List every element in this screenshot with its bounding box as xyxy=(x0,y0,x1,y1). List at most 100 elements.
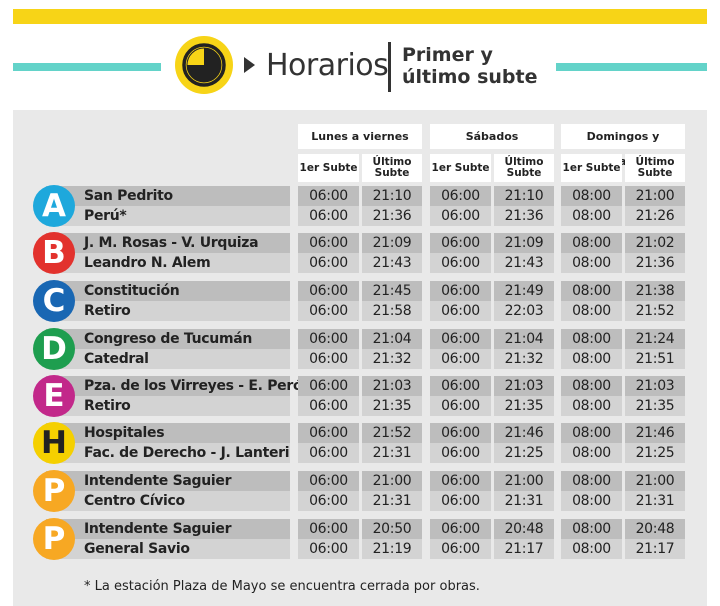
time-cell: 21:25 xyxy=(494,443,554,463)
station-origin: J. M. Rosas - V. Urquiza xyxy=(84,235,259,251)
time-cell: 21:36 xyxy=(362,206,422,226)
line-badge-p: P xyxy=(33,470,75,512)
time-cell: 21:17 xyxy=(625,539,685,559)
station-origin: Congreso de Tucumán xyxy=(84,331,253,347)
time-cell: 06:00 xyxy=(298,329,359,349)
station-origin: Intendente Saguier xyxy=(84,473,232,489)
time-cell: 06:00 xyxy=(430,349,491,369)
time-cell: 06:00 xyxy=(298,233,359,253)
station-strip xyxy=(46,206,290,226)
line-badge-b: B xyxy=(33,232,75,274)
station-origin: San Pedrito xyxy=(84,188,173,204)
time-cell: 21:32 xyxy=(494,349,554,369)
subheader-first: 1er Subte xyxy=(430,154,491,182)
time-cell: 06:00 xyxy=(298,376,359,396)
time-cell: 21:00 xyxy=(362,471,422,491)
time-cell: 21:10 xyxy=(494,186,554,206)
time-cell: 21:31 xyxy=(625,491,685,511)
time-cell: 21:46 xyxy=(625,423,685,443)
time-cell: 06:00 xyxy=(430,329,491,349)
time-cell: 08:00 xyxy=(561,281,622,301)
time-cell: 06:00 xyxy=(298,301,359,321)
station-strip xyxy=(46,539,290,559)
subheader-first: 1er Subte xyxy=(298,154,359,182)
station-strip xyxy=(46,471,290,491)
time-cell: 21:36 xyxy=(494,206,554,226)
time-cell: 21:43 xyxy=(494,253,554,273)
time-cell: 21:09 xyxy=(494,233,554,253)
time-cell: 08:00 xyxy=(561,519,622,539)
time-cell: 21:38 xyxy=(625,281,685,301)
station-destination: Retiro xyxy=(84,398,131,414)
station-destination: Fac. de Derecho - J. Lanteri xyxy=(84,445,290,461)
time-cell: 21:52 xyxy=(625,301,685,321)
time-cell: 21:31 xyxy=(362,491,422,511)
time-cell: 06:00 xyxy=(430,281,491,301)
header-divider-right xyxy=(556,63,707,71)
time-cell: 21:45 xyxy=(362,281,422,301)
station-strip xyxy=(46,329,290,349)
time-cell: 08:00 xyxy=(561,301,622,321)
time-cell: 21:43 xyxy=(362,253,422,273)
time-cell: 21:31 xyxy=(494,491,554,511)
station-strip xyxy=(46,253,290,273)
time-cell: 06:00 xyxy=(430,206,491,226)
time-cell: 06:00 xyxy=(430,376,491,396)
time-cell: 06:00 xyxy=(298,396,359,416)
station-destination: General Savio xyxy=(84,541,190,557)
time-cell: 21:10 xyxy=(362,186,422,206)
time-cell: 08:00 xyxy=(561,443,622,463)
time-cell: 21:32 xyxy=(362,349,422,369)
station-strip xyxy=(46,301,290,321)
time-cell: 06:00 xyxy=(430,396,491,416)
time-cell: 21:58 xyxy=(362,301,422,321)
subheader-last: Último Subte xyxy=(494,154,554,182)
time-cell: 21:35 xyxy=(625,396,685,416)
time-cell: 21:00 xyxy=(625,186,685,206)
time-cell: 06:00 xyxy=(298,253,359,273)
time-cell: 21:04 xyxy=(362,329,422,349)
time-cell: 06:00 xyxy=(430,253,491,273)
play-arrow-icon xyxy=(244,57,255,73)
time-cell: 06:00 xyxy=(430,233,491,253)
station-strip xyxy=(46,233,290,253)
time-cell: 06:00 xyxy=(430,443,491,463)
station-strip xyxy=(46,491,290,511)
time-cell: 06:00 xyxy=(298,281,359,301)
time-cell: 08:00 xyxy=(561,349,622,369)
subheader-last: Último Subte xyxy=(625,154,685,182)
station-strip xyxy=(46,349,290,369)
line-badge-h: H xyxy=(33,422,75,464)
time-cell: 21:36 xyxy=(625,253,685,273)
time-cell: 06:00 xyxy=(430,471,491,491)
station-destination: Centro Cívico xyxy=(84,493,185,509)
time-cell: 08:00 xyxy=(561,253,622,273)
station-origin: Intendente Saguier xyxy=(84,521,232,537)
top-accent-bar xyxy=(13,9,707,24)
clock-icon xyxy=(175,36,233,94)
station-strip xyxy=(46,186,290,206)
station-strip xyxy=(46,443,290,463)
time-cell: 21:09 xyxy=(362,233,422,253)
time-cell: 06:00 xyxy=(298,471,359,491)
column-saturdays: Sábados xyxy=(430,124,554,149)
time-cell: 06:00 xyxy=(430,423,491,443)
time-cell: 21:51 xyxy=(625,349,685,369)
station-origin: Constitución xyxy=(84,283,180,299)
subheader-last-line-1: Último xyxy=(635,156,675,168)
station-destination: Perú* xyxy=(84,208,127,224)
time-cell: 08:00 xyxy=(561,396,622,416)
subtitle-line-2: último subte xyxy=(402,66,538,88)
subheader-first: 1er Subte xyxy=(561,154,622,182)
time-cell: 21:00 xyxy=(625,471,685,491)
subheader-last-line-2: Subte xyxy=(506,167,542,179)
time-cell: 06:00 xyxy=(298,443,359,463)
line-badge-e: E xyxy=(33,375,75,417)
subtitle-line-1: Primer y xyxy=(402,44,493,66)
time-cell: 21:03 xyxy=(494,376,554,396)
time-cell: 22:03 xyxy=(494,301,554,321)
time-cell: 21:03 xyxy=(362,376,422,396)
header-divider-left xyxy=(13,63,161,71)
time-cell: 08:00 xyxy=(561,471,622,491)
time-cell: 08:00 xyxy=(561,491,622,511)
